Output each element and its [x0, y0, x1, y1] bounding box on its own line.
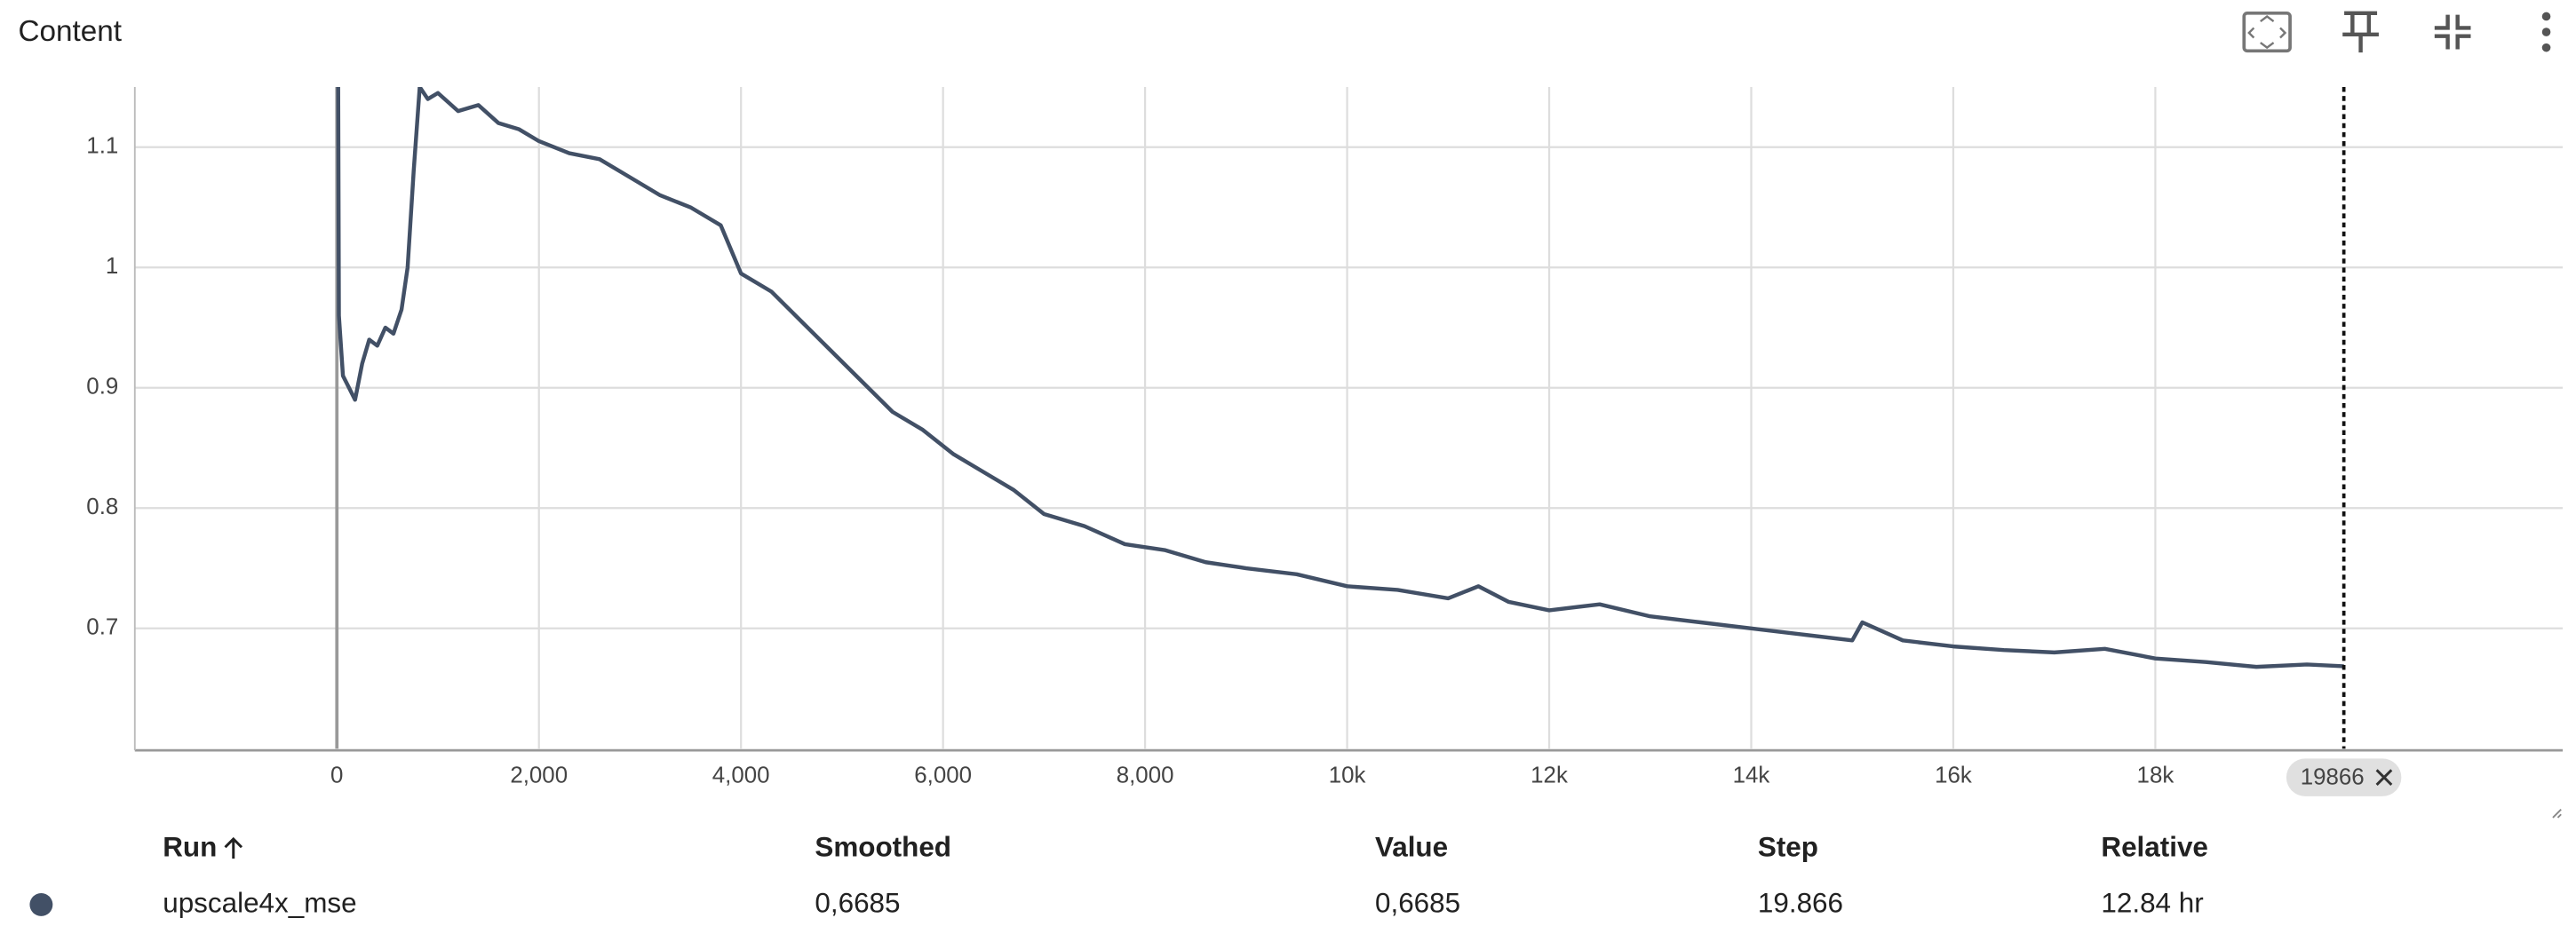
x-tick-label: 14k: [1733, 764, 1770, 788]
fit-icon[interactable]: [2242, 11, 2292, 53]
card-title: Content: [18, 15, 122, 48]
collapse-icon[interactable]: [2434, 14, 2471, 50]
cursor-close[interactable]: [2375, 769, 2393, 787]
y-tick-label: 1.1: [86, 134, 118, 159]
x-tick-label: 6,000: [914, 764, 972, 788]
table-cell: 12.84 hr: [2101, 887, 2203, 918]
series-line: [336, 87, 2344, 669]
y-tick-label: 0.7: [86, 615, 118, 640]
sort-arrow[interactable]: [224, 836, 243, 859]
x-tick-label: 10k: [1329, 764, 1366, 788]
cursor-chip[interactable]: [2286, 758, 2402, 796]
table-cell: 0,6685: [815, 887, 900, 918]
table-cell: 19.866: [1758, 887, 1843, 918]
x-tick-label: 16k: [1935, 764, 1972, 788]
column-header: Value: [1375, 831, 1448, 862]
x-tick-label: 2,000: [510, 764, 568, 788]
resize-handle[interactable]: [2552, 809, 2562, 819]
column-header: Relative: [2101, 831, 2208, 862]
x-tick-label: 4,000: [712, 764, 770, 788]
run-name: upscale4x_mse: [163, 887, 356, 918]
y-tick-label: 0.9: [86, 375, 118, 400]
y-tick-label: 0.8: [86, 495, 118, 519]
column-header: Step: [1758, 831, 1818, 862]
table-cell: 0,6685: [1375, 887, 1460, 918]
column-header: Smoothed: [815, 831, 951, 862]
cursor-label: 19866: [2301, 764, 2365, 789]
x-tick-label: 18k: [2137, 764, 2174, 788]
x-tick-label: 0: [330, 764, 343, 788]
x-tick-label: 12k: [1530, 764, 1568, 788]
pin-icon[interactable]: [2342, 11, 2379, 53]
menu-icon[interactable]: [2541, 12, 2551, 52]
x-tick-label: 8,000: [1117, 764, 1174, 788]
column-header: Run: [163, 831, 217, 862]
y-tick-label: 1: [106, 254, 118, 279]
run-color: [29, 893, 53, 916]
